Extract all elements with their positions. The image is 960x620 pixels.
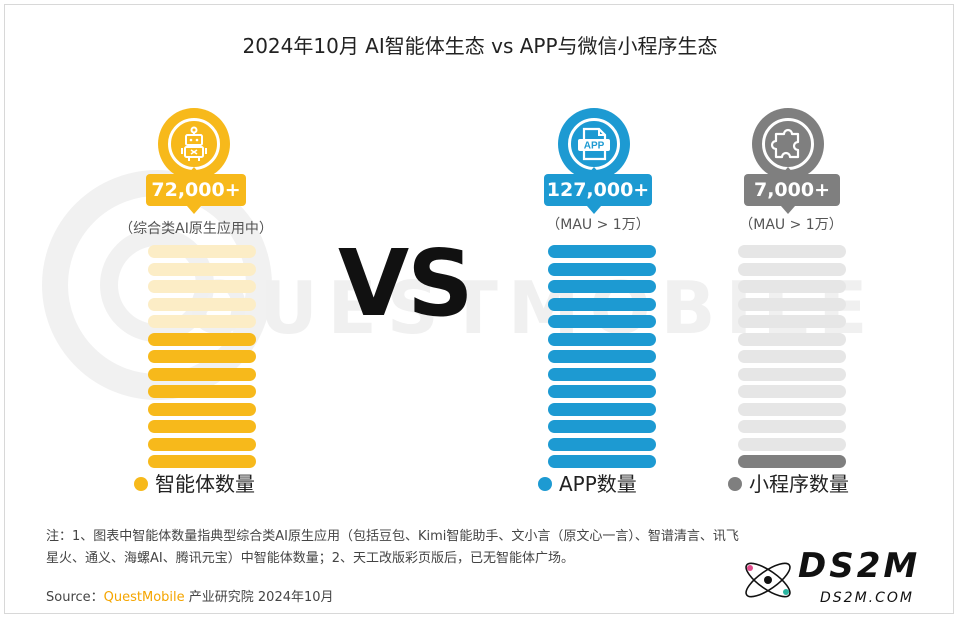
- source-suffix: 产业研究院 2024年10月: [184, 590, 334, 605]
- chart-frame: [4, 4, 954, 614]
- app-bar-segment-4: [548, 297, 656, 311]
- mini-subtitle: （MAU > 1万）: [739, 217, 843, 233]
- app-file-icon: APP: [578, 127, 610, 161]
- agent-legend-label: 智能体数量: [155, 472, 255, 496]
- source-prefix: Source：: [46, 590, 104, 605]
- source-brand: QuestMobile: [103, 590, 185, 605]
- app-subtitle: （MAU > 1万）: [546, 217, 650, 233]
- footnote: 注：1、图表中智能体数量指典型综合类AI原生应用（包括豆包、Kimi智能助手、文…: [46, 529, 739, 566]
- agent-bar-segment-3: [148, 280, 256, 293]
- mini-legend: 小程序数量: [728, 468, 849, 497]
- mini-bar-segment-8: [738, 367, 846, 381]
- app-bar-segment-5: [548, 315, 656, 328]
- agent-bar-segment-8: [148, 367, 256, 381]
- mini-badge-tip-down: [781, 206, 795, 214]
- app-bar-segment-8: [548, 367, 656, 381]
- mini-value-label: 7,000+: [753, 179, 831, 201]
- agent-value-badge: 72,000+: [146, 174, 246, 206]
- app-bar-segment-3: [548, 280, 656, 293]
- mini-bar-segment-12: [738, 437, 846, 451]
- app-badge-tip-down: [587, 206, 601, 214]
- puzzle-icon: [770, 128, 800, 159]
- logo-orbit-icon: [745, 562, 791, 598]
- app-legend: APP数量: [538, 468, 637, 497]
- mini-bar-segment-4: [738, 297, 846, 311]
- app-legend-label: APP数量: [559, 472, 637, 496]
- mini-value-badge: 7,000+: [744, 174, 840, 206]
- mini-bar-segment-5: [738, 315, 846, 328]
- agent-bar-segment-11: [148, 420, 256, 433]
- mini-bar-segment-3: [738, 280, 846, 293]
- mini-bar-segment-6: [738, 332, 846, 346]
- logo-main-text: DS2M: [798, 546, 921, 586]
- agent-bar-segment-1: [148, 245, 256, 258]
- mini-bar-segment-10: [738, 402, 846, 416]
- robot-icon: [181, 126, 207, 161]
- app-bar-segment-11: [548, 420, 656, 433]
- mini-bar-stack: [738, 245, 846, 468]
- app-bar-segment-10: [548, 402, 656, 416]
- agent-bar-segment-7: [148, 350, 256, 363]
- app-badge-tip: [587, 167, 601, 175]
- agent-bar-segment-6: [148, 332, 256, 346]
- chart-title: 2024年10月 AI智能体生态 vs APP与微信小程序生态: [242, 34, 718, 58]
- agent-bar-segment-4: [148, 297, 256, 311]
- app-bar-segment-9: [548, 385, 656, 398]
- app-bar-segment-7: [548, 350, 656, 363]
- app-bar-segment-1: [548, 245, 656, 258]
- app-legend-dot: [538, 476, 552, 491]
- svg-text:APP: APP: [584, 141, 605, 152]
- ds2m-logo: DS2M DS2M.COM: [736, 546, 950, 612]
- agent-bar-segment-2: [148, 262, 256, 276]
- app-bar-segment-12: [548, 437, 656, 451]
- agent-value-label: 72,000+: [151, 179, 241, 201]
- app-bar-stack: [548, 245, 656, 468]
- agent-bar-segment-5: [148, 315, 256, 328]
- agent-bar-segment-10: [148, 402, 256, 416]
- agent-badge-tip: [187, 167, 201, 175]
- mini-bar-segment-7: [738, 350, 846, 363]
- app-bar-segment-13: [548, 455, 656, 468]
- app-value-badge: 127,000+: [544, 174, 652, 206]
- app-icon-ring: APP: [558, 108, 630, 180]
- app-bar-segment-2: [548, 262, 656, 276]
- agent-bar-segment-12: [148, 437, 256, 451]
- agent-legend: 智能体数量: [134, 468, 255, 497]
- app-value-label: 127,000+: [546, 179, 650, 201]
- agent-subtitle: （综合类AI原生应用中）: [119, 221, 273, 237]
- mini-bar-segment-9: [738, 385, 846, 398]
- mini-icon-ring: [752, 108, 824, 180]
- mini-badge-tip: [781, 167, 795, 175]
- mini-bar-segment-2: [738, 262, 846, 276]
- mini-legend-label: 小程序数量: [749, 472, 849, 496]
- mini-legend-dot: [728, 476, 742, 491]
- agent-bar-segment-9: [148, 385, 256, 398]
- agent-legend-dot: [134, 476, 148, 491]
- mini-bar-segment-1: [738, 245, 846, 258]
- app-bar-segment-6: [548, 332, 656, 346]
- vs-label: VS: [338, 230, 473, 337]
- agent-badge-tip-down: [187, 206, 201, 214]
- logo-sub-text: DS2M.COM: [820, 590, 914, 606]
- mini-bar-segment-13: [738, 455, 846, 468]
- agent-bar-stack: [148, 245, 256, 468]
- mini-bar-segment-11: [738, 420, 846, 433]
- agent-bar-segment-13: [148, 455, 256, 468]
- source-line: Source：QuestMobile 产业研究院 2024年10月: [46, 586, 334, 605]
